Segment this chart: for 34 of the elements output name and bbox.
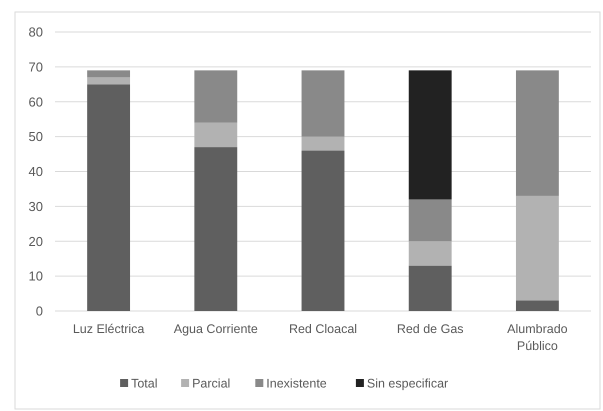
bar (194, 70, 238, 123)
legend-label: Inexistente (266, 376, 327, 390)
bar (87, 70, 130, 78)
bar (516, 300, 559, 311)
bar (516, 196, 559, 301)
bar (302, 136, 344, 151)
y-tick-label: 0 (36, 304, 43, 319)
y-tick-label: 80 (28, 24, 43, 40)
y-tick-label: 30 (28, 198, 43, 214)
y-tick-label: 70 (28, 59, 43, 74)
x-tick-label: Red de Gas (396, 322, 464, 336)
bar (302, 150, 344, 311)
bar (408, 199, 452, 242)
bar (408, 241, 452, 266)
bar (408, 70, 452, 200)
x-tick-label: Agua Corriente (174, 322, 258, 336)
legend-label: Total (131, 376, 158, 390)
y-tick-label: 10 (28, 268, 43, 284)
y-tick-label: 20 (28, 234, 43, 249)
x-tick-label: Luz Eléctrica (72, 322, 144, 336)
bar (194, 147, 238, 311)
x-tick-label: Alumbrado Público (507, 322, 568, 353)
bar (408, 266, 452, 311)
legend-label: Parcial (192, 376, 230, 390)
bar (87, 84, 130, 311)
bar (194, 122, 238, 148)
x-tick-label: Red Cloacal (288, 322, 358, 336)
bar (516, 70, 559, 196)
bar (87, 77, 130, 84)
bar (302, 70, 344, 137)
y-tick-label: 50 (28, 129, 43, 144)
y-tick-label: 40 (28, 164, 43, 180)
legend-label: Sin especificar (366, 376, 448, 390)
y-tick-label: 60 (28, 94, 43, 110)
